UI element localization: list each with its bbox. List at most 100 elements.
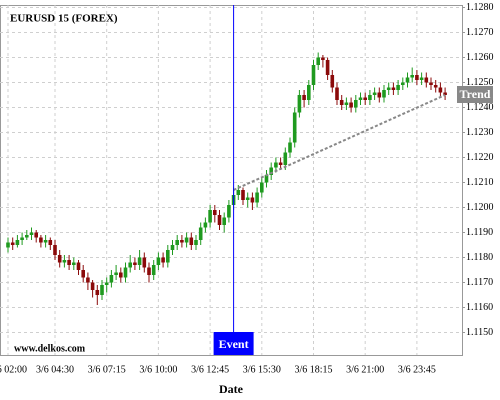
candles — [6, 52, 447, 305]
candle-body — [264, 175, 269, 183]
candle-body — [151, 265, 156, 275]
candle-body — [325, 60, 330, 75]
candle-body — [128, 262, 132, 268]
candle-body — [57, 255, 62, 263]
candle-body — [156, 257, 161, 265]
candle-body — [39, 237, 43, 243]
candle-body — [15, 240, 20, 245]
candle-body — [236, 190, 241, 195]
y-tick-label: 1.1230 — [466, 127, 494, 138]
y-tick-label: 1.1180 — [466, 252, 493, 263]
candle-body — [344, 102, 349, 105]
candle-body — [396, 85, 400, 90]
x-tick-label: 3/6 15:30 — [243, 364, 281, 375]
candle-body — [382, 90, 386, 98]
candle-body — [203, 222, 208, 228]
candle-body — [250, 197, 255, 203]
event-label-box — [213, 332, 254, 355]
y-tick-label: 1.1280 — [466, 2, 494, 13]
candle-body — [424, 77, 429, 83]
x-tick-label: 3/6 23:45 — [398, 364, 436, 375]
candle-body — [147, 267, 151, 275]
trend-label-box — [457, 86, 493, 103]
candle-body — [180, 240, 184, 243]
x-axis-title: Date — [219, 382, 244, 396]
candle-body — [119, 272, 123, 278]
candle-body — [339, 100, 344, 105]
y-tick-label: 1.1190 — [466, 227, 493, 238]
x-tick-label: 3/6 02:00 — [0, 364, 27, 375]
candle-body — [161, 257, 165, 263]
candle-body — [100, 285, 104, 295]
y-tick-label: 1.1170 — [466, 277, 493, 288]
candle-body — [368, 95, 372, 100]
candle-body — [184, 237, 189, 243]
y-tick-label: 1.1270 — [466, 27, 494, 38]
x-tick-label: 3/6 10:00 — [139, 364, 177, 375]
candle-body — [114, 272, 118, 275]
candle-body — [43, 240, 48, 243]
candle-body — [297, 95, 302, 113]
candle-body — [133, 262, 137, 265]
candle-body — [429, 82, 433, 85]
candle-body — [372, 92, 377, 95]
candle-body — [316, 57, 320, 65]
candle-body — [166, 250, 170, 263]
trend-label: Trend — [460, 87, 491, 101]
x-tick-label: 3/6 21:00 — [346, 364, 384, 375]
candle-body — [20, 237, 24, 240]
candle-body — [311, 65, 316, 85]
candle-body — [72, 262, 76, 265]
candle-body — [358, 97, 363, 100]
candle-body — [86, 277, 90, 283]
candle-body — [81, 270, 85, 278]
candle-body — [137, 257, 142, 265]
candle-body — [401, 82, 405, 85]
candle-body — [419, 77, 424, 80]
candle-body — [34, 232, 38, 238]
candle-body — [330, 75, 335, 88]
candle-body — [405, 77, 410, 83]
candle-body — [386, 87, 391, 90]
candle-body — [241, 190, 245, 200]
chart-title: EURUSD 15 (FOREX) — [10, 13, 118, 25]
candle-body — [62, 260, 67, 263]
candle-body — [335, 87, 339, 100]
candle-body — [354, 100, 358, 108]
candle-body — [438, 87, 443, 93]
candle-body — [363, 97, 367, 100]
candle-body — [415, 75, 419, 80]
candle-body — [377, 92, 382, 98]
candle-body — [222, 217, 226, 225]
candle-body — [175, 240, 179, 245]
candle-body — [292, 112, 297, 143]
candle-body — [227, 205, 231, 218]
candle-body — [67, 260, 71, 265]
candle-body — [217, 215, 222, 225]
candle-body — [283, 152, 288, 165]
candle-body — [391, 87, 396, 90]
candle-body — [274, 162, 278, 168]
candle-body — [198, 227, 203, 240]
candle-body — [48, 240, 53, 245]
y-tick-label: 1.1210 — [466, 177, 494, 188]
x-tick-label: 3/6 07:15 — [88, 364, 126, 375]
candle-body — [302, 95, 306, 100]
candle-body — [123, 267, 128, 278]
source-label: www.delkos.com — [14, 343, 86, 354]
x-tick-label: 3/6 18:15 — [294, 364, 332, 375]
candle-body — [208, 210, 212, 223]
candle-body — [29, 232, 34, 235]
candle-body — [25, 235, 29, 238]
candle-body — [6, 242, 10, 248]
candle-body — [90, 282, 95, 290]
candle-body — [288, 142, 292, 153]
y-tick-label: 1.1160 — [466, 302, 493, 313]
event-label: Event — [219, 337, 249, 351]
y-tick-label: 1.1150 — [466, 327, 493, 338]
candle-body — [104, 282, 109, 285]
candle-body — [142, 257, 147, 268]
candle-body — [269, 167, 273, 175]
candle-body — [410, 75, 414, 78]
